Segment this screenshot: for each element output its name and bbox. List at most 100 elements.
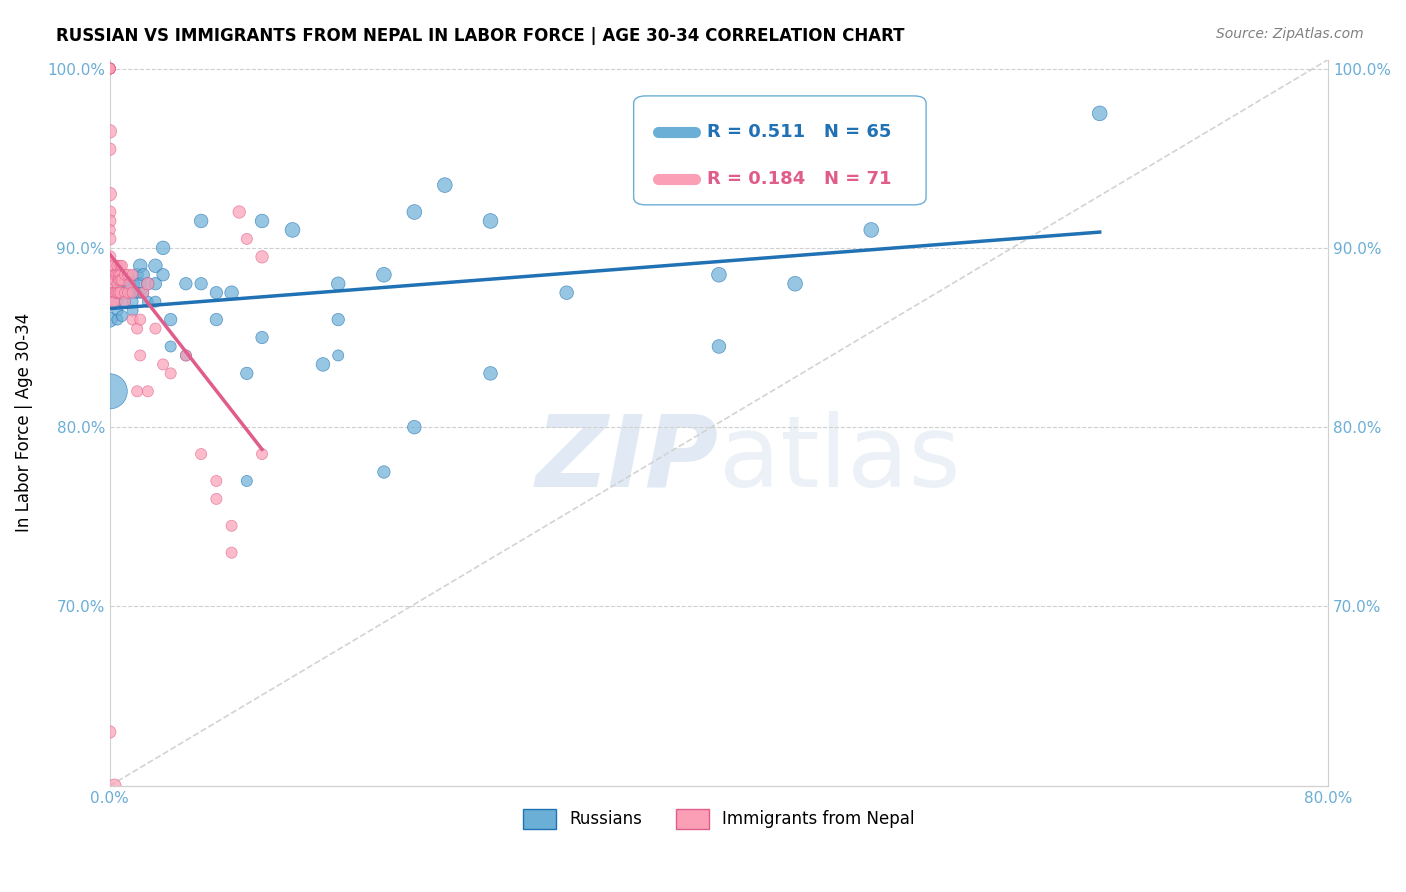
Point bbox=[117, 268, 139, 282]
Point bbox=[105, 285, 128, 300]
Point bbox=[631, 187, 654, 202]
Point bbox=[101, 285, 124, 300]
Point bbox=[101, 294, 124, 309]
Point bbox=[205, 285, 228, 300]
Point bbox=[104, 268, 127, 282]
Point bbox=[152, 358, 174, 372]
Text: atlas: atlas bbox=[718, 410, 960, 508]
Point bbox=[328, 312, 350, 326]
Point bbox=[205, 474, 228, 488]
Point bbox=[129, 348, 152, 362]
Point bbox=[479, 367, 502, 381]
Point bbox=[205, 491, 228, 506]
Point bbox=[98, 142, 121, 156]
Point bbox=[373, 268, 395, 282]
Point bbox=[174, 348, 197, 362]
Point bbox=[110, 285, 132, 300]
Point bbox=[98, 62, 121, 76]
Point bbox=[312, 358, 335, 372]
Point bbox=[136, 384, 159, 399]
Point bbox=[221, 518, 243, 533]
Point bbox=[121, 303, 143, 318]
Point bbox=[129, 312, 152, 326]
Point bbox=[98, 62, 121, 76]
Point bbox=[129, 277, 152, 291]
Point bbox=[174, 277, 197, 291]
Point bbox=[159, 312, 181, 326]
Y-axis label: In Labor Force | Age 30-34: In Labor Force | Age 30-34 bbox=[15, 313, 32, 533]
Point bbox=[114, 285, 136, 300]
Point bbox=[190, 214, 212, 228]
Text: R = 0.511   N = 65: R = 0.511 N = 65 bbox=[707, 123, 891, 141]
Point bbox=[236, 232, 259, 246]
Point bbox=[860, 223, 883, 237]
Point bbox=[98, 62, 121, 76]
Point bbox=[103, 268, 125, 282]
Point bbox=[105, 312, 128, 326]
Point bbox=[136, 277, 159, 291]
FancyBboxPatch shape bbox=[634, 96, 927, 205]
Point bbox=[132, 285, 155, 300]
Point bbox=[114, 268, 136, 282]
Point bbox=[98, 205, 121, 219]
Point bbox=[205, 312, 228, 326]
Point bbox=[114, 277, 136, 291]
Point bbox=[117, 285, 139, 300]
Point bbox=[105, 303, 128, 318]
Point bbox=[103, 273, 125, 287]
Point bbox=[250, 214, 273, 228]
Point bbox=[127, 268, 149, 282]
Point bbox=[98, 312, 121, 326]
Point bbox=[145, 259, 167, 273]
Text: R = 0.184   N = 71: R = 0.184 N = 71 bbox=[707, 170, 891, 188]
Point bbox=[129, 285, 152, 300]
Point bbox=[129, 259, 152, 273]
Point bbox=[108, 285, 131, 300]
Point bbox=[159, 367, 181, 381]
Point bbox=[121, 312, 143, 326]
Point bbox=[132, 285, 155, 300]
Point bbox=[127, 285, 149, 300]
Point bbox=[108, 273, 131, 287]
Legend: Russians, Immigrants from Nepal: Russians, Immigrants from Nepal bbox=[516, 802, 921, 836]
Point bbox=[707, 339, 730, 353]
Point bbox=[111, 259, 134, 273]
Point bbox=[103, 779, 125, 793]
Point bbox=[145, 321, 167, 335]
Point bbox=[114, 294, 136, 309]
Point bbox=[121, 285, 143, 300]
Point bbox=[236, 367, 259, 381]
Point bbox=[110, 273, 132, 287]
Point bbox=[98, 62, 121, 76]
Point bbox=[707, 268, 730, 282]
Point bbox=[121, 285, 143, 300]
Point bbox=[111, 285, 134, 300]
Point bbox=[98, 214, 121, 228]
Point bbox=[98, 62, 121, 76]
Point bbox=[152, 268, 174, 282]
Point bbox=[228, 205, 250, 219]
Point bbox=[373, 465, 395, 479]
Point bbox=[174, 348, 197, 362]
Text: ZIP: ZIP bbox=[536, 410, 718, 508]
Point bbox=[98, 62, 121, 76]
Point bbox=[555, 285, 578, 300]
Point bbox=[145, 294, 167, 309]
Point bbox=[127, 321, 149, 335]
Point bbox=[108, 268, 131, 282]
Point bbox=[328, 277, 350, 291]
Point bbox=[250, 250, 273, 264]
Point bbox=[1088, 106, 1111, 120]
Point bbox=[98, 384, 121, 399]
Point bbox=[103, 294, 125, 309]
Point bbox=[101, 277, 124, 291]
Point bbox=[136, 294, 159, 309]
Point bbox=[103, 285, 125, 300]
Point bbox=[127, 384, 149, 399]
Point bbox=[111, 273, 134, 287]
Point bbox=[117, 285, 139, 300]
Point bbox=[105, 277, 128, 291]
Point bbox=[152, 241, 174, 255]
Point bbox=[159, 339, 181, 353]
Point bbox=[236, 474, 259, 488]
